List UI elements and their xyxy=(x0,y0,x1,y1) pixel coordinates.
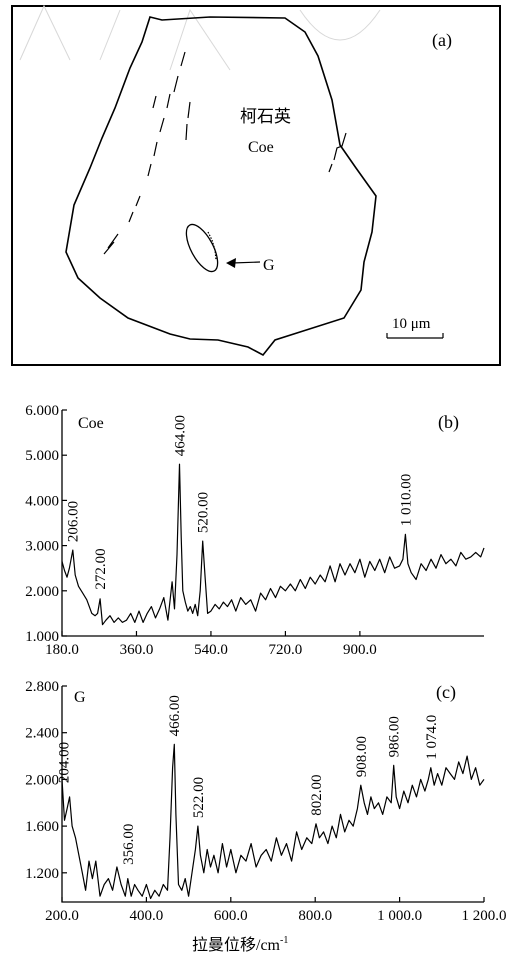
peak-label: 1 010.00 xyxy=(398,474,414,527)
chart-c-ticks: 200.0 400.0 600.0 800.0 1 000.0 1 200.0 1.200 1… xyxy=(25,679,506,924)
peak-label: 908.00 xyxy=(354,736,370,777)
x-tick-label: 400.0 xyxy=(130,908,164,924)
peak-label: 272.00 xyxy=(93,548,109,589)
panel-a: (a) 柯石英 Coe G 10 μm xyxy=(11,4,501,366)
peak-label: 204.00 xyxy=(57,742,73,783)
peak-label: 986.00 xyxy=(387,716,403,757)
mineral-name-cn: 柯石英 xyxy=(240,107,291,126)
peak-label: 1 074.0 xyxy=(424,715,440,760)
peak-label: 206.00 xyxy=(66,501,82,542)
watermark xyxy=(19,4,381,71)
chart-b-sample-label: Coe xyxy=(78,415,104,432)
x-tick-label: 900.0 xyxy=(343,642,377,658)
chart-b-axes xyxy=(61,410,484,637)
y-tick-label: 2.800 xyxy=(25,679,59,695)
y-tick-label: 6.000 xyxy=(25,403,59,419)
peak-label: 464.00 xyxy=(172,415,188,456)
inclusion-g xyxy=(185,223,219,273)
y-tick-label: 3.000 xyxy=(25,539,59,555)
arrow-head-icon xyxy=(226,258,236,268)
panel-a-frame xyxy=(11,5,501,366)
x-tick-label: 600.0 xyxy=(214,908,248,924)
x-axis-title-text: 拉曼位移/cm xyxy=(192,936,281,954)
y-tick-label: 1.000 xyxy=(25,629,59,645)
x-axis-title-superscript: -1 xyxy=(280,935,288,946)
x-tick-label: 1 200.0 xyxy=(462,908,507,924)
chart-b-series-line xyxy=(61,463,485,626)
x-axis-title: 拉曼位移/cm-1 xyxy=(192,935,288,954)
peak-label: 802.00 xyxy=(309,775,325,816)
y-tick-label: 4.000 xyxy=(25,493,59,509)
fracture-marks xyxy=(103,51,347,255)
x-tick-label: 540.0 xyxy=(194,642,228,658)
chart-b: 180.0 360.0 540.0 720.0 900.0 1.000 2.000 3.000… xyxy=(25,403,485,658)
y-tick-label: 1.600 xyxy=(25,819,59,835)
chart-b-peak-labels: 206.00 272.00 464.00 520.00 1 010.00 xyxy=(66,415,415,590)
coesite-grain-outline xyxy=(65,16,377,357)
chart-c-sample-label: G xyxy=(74,689,86,706)
y-tick-label: 5.000 xyxy=(25,448,59,464)
y-tick-label: 1.200 xyxy=(25,866,59,882)
inclusion-g-edge xyxy=(207,231,217,261)
x-tick-label: 200.0 xyxy=(45,908,79,924)
mineral-name-en: Coe xyxy=(248,139,274,156)
scale-bar-label: 10 μm xyxy=(392,316,431,332)
chart-b-panel-label: (b) xyxy=(438,412,459,433)
x-tick-label: 1 000.0 xyxy=(377,908,422,924)
peak-label: 356.00 xyxy=(121,824,137,865)
chart-c-axes xyxy=(61,686,484,903)
x-tick-label: 800.0 xyxy=(298,908,332,924)
chart-b-ticks: 180.0 360.0 540.0 720.0 900.0 1.000 2.000 3.000… xyxy=(25,403,377,658)
chart-c-panel-label: (c) xyxy=(436,682,456,703)
y-tick-label: 2.000 xyxy=(25,584,59,600)
x-tick-label: 180.0 xyxy=(45,642,79,658)
chart-c-series-line xyxy=(61,743,485,900)
x-tick-label: 360.0 xyxy=(120,642,154,658)
inclusion-label: G xyxy=(263,257,275,274)
peak-label: 466.00 xyxy=(167,695,183,736)
chart-c-peak-labels: 204.00 356.00 466.00 522.00 802.00 908.00 986.… xyxy=(57,695,440,865)
x-tick-label: 720.0 xyxy=(269,642,303,658)
peak-label: 520.00 xyxy=(196,492,212,533)
chart-c: 200.0 400.0 600.0 800.0 1 000.0 1 200.0 1.200 1… xyxy=(25,679,506,924)
y-tick-label: 2.000 xyxy=(25,772,59,788)
y-tick-label: 2.400 xyxy=(25,726,59,742)
peak-label: 522.00 xyxy=(191,777,207,818)
panel-a-label: (a) xyxy=(432,30,452,51)
arrow-to-g xyxy=(231,261,261,264)
